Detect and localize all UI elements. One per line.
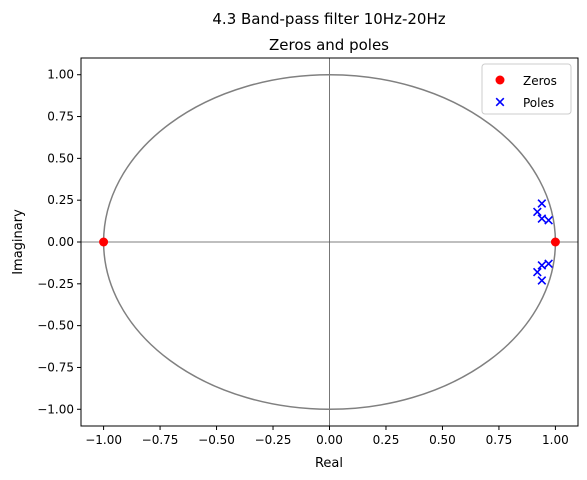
zero-marker xyxy=(99,237,109,247)
pole-marker xyxy=(544,215,553,225)
x-tick-label: 0.25 xyxy=(373,433,400,447)
x-tick-label: −0.50 xyxy=(198,433,235,447)
x-tick-label: −0.75 xyxy=(142,433,179,447)
x-tick-label: 0.00 xyxy=(316,433,343,447)
legend-box xyxy=(481,63,572,115)
legend-pole-marker xyxy=(495,97,505,107)
y-tick-label: −1.00 xyxy=(37,402,74,416)
y-tick-label: 0.25 xyxy=(47,193,74,207)
pole-marker xyxy=(537,199,547,208)
zero-marker xyxy=(550,237,560,247)
pole-marker xyxy=(532,267,542,277)
y-tick-label: −0.25 xyxy=(37,277,74,291)
pole-marker xyxy=(537,276,547,285)
x-tick-label: 1.00 xyxy=(542,433,569,447)
legend-label: Poles xyxy=(523,96,554,110)
plot-area: −1.00 −0.75 −0.50 −0.25 0.00 0.25 0.50 0.75 1.00… xyxy=(37,57,579,447)
chart-suptitle: 4.3 Band-pass filter 10Hz-20Hz xyxy=(212,10,445,28)
y-tick-label: 0.75 xyxy=(47,110,74,124)
legend: Zeros Poles xyxy=(481,63,572,115)
x-tick-label: −1.00 xyxy=(85,433,122,447)
legend-zero-marker xyxy=(495,75,505,85)
x-tick-label: −0.25 xyxy=(255,433,292,447)
y-axis-label: Imaginary xyxy=(11,209,26,275)
chart-title: Zeros and poles xyxy=(269,36,389,54)
y-tick-label: −0.50 xyxy=(37,319,74,333)
y-tick-label: 0.00 xyxy=(47,235,74,249)
pole-marker xyxy=(532,207,542,217)
x-tick-label: 0.50 xyxy=(429,433,456,447)
pole-marker xyxy=(537,214,547,223)
y-tick-label: 1.00 xyxy=(47,68,74,82)
y-tick-label: 0.50 xyxy=(47,151,74,165)
x-axis-label: Real xyxy=(315,456,343,471)
x-tick-label: 0.75 xyxy=(486,433,513,447)
pole-marker xyxy=(537,261,547,270)
y-tick-label: −0.75 xyxy=(37,360,74,374)
pole-marker xyxy=(544,259,553,269)
legend-label: Zeros xyxy=(523,74,557,88)
